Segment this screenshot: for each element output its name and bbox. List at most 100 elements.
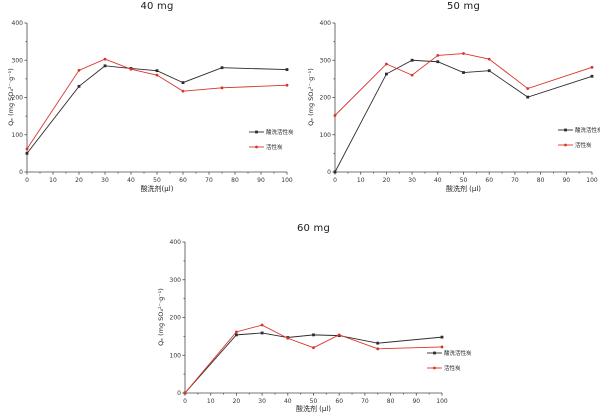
x-tick-label: 0 (183, 398, 187, 405)
data-point-marker (312, 333, 315, 337)
x-tick-label: 40 (127, 177, 135, 184)
x-tick-label: 100 (281, 177, 293, 184)
data-point-marker (376, 341, 380, 345)
legend-marker-icon (255, 145, 258, 149)
x-tick-label: 90 (562, 177, 570, 184)
data-point-marker (487, 69, 491, 73)
legend-marker-icon (433, 351, 436, 355)
data-point-marker (526, 87, 530, 90)
data-point-marker (286, 336, 290, 340)
y-tick-label: 300 (320, 57, 332, 64)
series-1-line (183, 331, 444, 395)
data-point-marker (436, 54, 440, 57)
chart-title: 50 mg (447, 1, 480, 12)
data-point-marker (155, 69, 159, 73)
data-point-marker (312, 346, 315, 350)
y-tick-label: 400 (170, 239, 182, 246)
series-2-line (183, 323, 444, 395)
y-tick-label: 200 (170, 315, 182, 322)
y-tick-label: 100 (12, 132, 24, 139)
x-tick-label: 80 (387, 398, 395, 405)
data-point-marker (220, 66, 224, 70)
data-point-marker (440, 335, 444, 339)
data-point-marker (436, 60, 440, 64)
data-point-marker (333, 170, 337, 174)
x-tick-label: 80 (231, 177, 239, 184)
data-point-marker (376, 347, 380, 351)
x-axis-label: 酸洗剂 (μl) (445, 185, 482, 193)
data-point-marker (337, 333, 341, 337)
data-point-marker (487, 57, 491, 61)
legend-label: 酸洗活性炭 (575, 126, 600, 134)
x-tick-label: 70 (361, 398, 369, 405)
series-1-line (25, 64, 289, 155)
data-point-marker (235, 333, 238, 337)
x-tick-label: 60 (485, 177, 493, 184)
x-tick-label: 80 (537, 177, 545, 184)
x-tick-label: 70 (511, 177, 519, 184)
x-tick-label: 20 (75, 177, 83, 184)
y-tick-label: 0 (19, 169, 23, 176)
data-point-marker (385, 72, 388, 76)
x-tick-label: 90 (412, 398, 420, 405)
data-point-marker (462, 71, 465, 74)
data-point-marker (440, 345, 444, 349)
legend-label: 酸洗活性炭 (444, 349, 472, 357)
legend-label: 酸洗活性炭 (266, 128, 294, 136)
y-tick-label: 200 (320, 95, 332, 102)
x-tick-label: 90 (257, 177, 265, 184)
legend-label: 活性炭 (575, 141, 592, 149)
x-tick-label: 100 (586, 177, 598, 184)
data-point-marker (183, 391, 187, 395)
x-tick-label: 10 (49, 177, 57, 184)
legend-label: 活性炭 (444, 364, 461, 372)
chart-40mg: 40 mg 酸洗剂(μl) Qₑ (mg SO₄²⁻·g⁻¹) 0 100 200 3… (0, 0, 300, 210)
data-point-marker (590, 65, 594, 69)
x-tick-label: 40 (284, 398, 292, 405)
data-point-marker (77, 68, 81, 72)
y-tick-label: 0 (327, 169, 331, 176)
chart-50mg: 50 mg 酸洗剂 (μl) Qₑ (mg SO₄²⁻·g⁻¹) 0 100 200… (300, 0, 600, 210)
x-tick-label: 50 (310, 398, 318, 405)
axes (182, 241, 443, 396)
plot-svg: 0 100 200 300 400 0 10 20 30 40 50 60 70 80 90 100 酸洗活性炭… (320, 20, 600, 184)
legend-marker-icon (564, 143, 567, 147)
data-point-marker (103, 64, 107, 68)
data-point-marker (25, 147, 29, 151)
x-tick-label: 50 (153, 177, 161, 184)
y-tick-label: 0 (177, 390, 181, 397)
data-point-marker (129, 67, 133, 71)
x-tick-label: 60 (335, 398, 343, 405)
data-point-marker (260, 331, 264, 335)
x-tick-label: 0 (25, 177, 29, 184)
x-tick-label: 60 (179, 177, 187, 184)
legend-marker-icon (255, 130, 258, 134)
x-tick-label: 70 (205, 177, 213, 184)
data-point-marker (260, 323, 264, 327)
plot-svg: 0 100 200 300 400 0 10 20 30 40 50 60 70 80 90 100 酸洗活性炭… (170, 239, 472, 405)
data-point-marker (526, 95, 530, 99)
x-tick-label: 10 (357, 177, 365, 184)
y-tick-label: 400 (320, 20, 332, 27)
legend-item-1: 酸洗活性炭 (427, 349, 472, 357)
data-point-marker (590, 74, 594, 78)
legend-item-2: 活性炭 (558, 141, 592, 149)
x-tick-label: 40 (434, 177, 442, 184)
x-tick-label: 0 (333, 177, 337, 184)
chart-title: 40 mg (140, 1, 174, 12)
legend-label: 活性炭 (266, 143, 283, 151)
y-tick-label: 100 (170, 352, 182, 359)
x-tick-label: 10 (207, 398, 215, 405)
y-tick-label: 100 (320, 132, 332, 139)
data-point-marker (410, 73, 414, 77)
data-point-marker (235, 330, 238, 334)
legend-marker-icon (564, 128, 567, 132)
data-point-marker (410, 58, 414, 62)
legend-item-1: 酸洗活性炭 (558, 126, 600, 134)
legend-item-2: 活性炭 (427, 364, 461, 372)
x-tick-label: 30 (258, 398, 266, 405)
data-point-marker (462, 52, 465, 55)
data-point-marker (103, 57, 107, 61)
data-point-marker (25, 151, 29, 155)
